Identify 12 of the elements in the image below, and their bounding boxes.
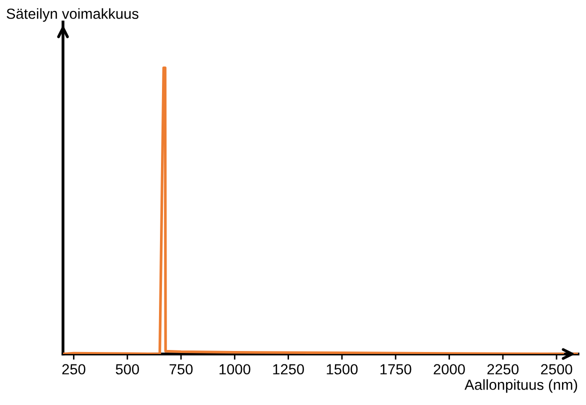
- x-tick-label: 2000: [434, 364, 465, 374]
- x-tick-label: 1250: [273, 364, 304, 374]
- x-tick-label: 1500: [326, 364, 358, 374]
- x-tick-label: 750: [170, 364, 193, 374]
- x-axis-title: Aallonpituus (nm): [464, 379, 578, 393]
- x-tick-label: 1000: [220, 364, 250, 374]
- x-tick-label: 2250: [487, 364, 519, 374]
- x-tick-label: 250: [62, 364, 86, 374]
- x-tick-label: 1750: [380, 364, 412, 374]
- x-tick-label: 500: [116, 364, 139, 374]
- y-axis-title: Säteilyn voimakkuus: [6, 8, 138, 22]
- x-tick-label: 2500: [541, 364, 572, 374]
